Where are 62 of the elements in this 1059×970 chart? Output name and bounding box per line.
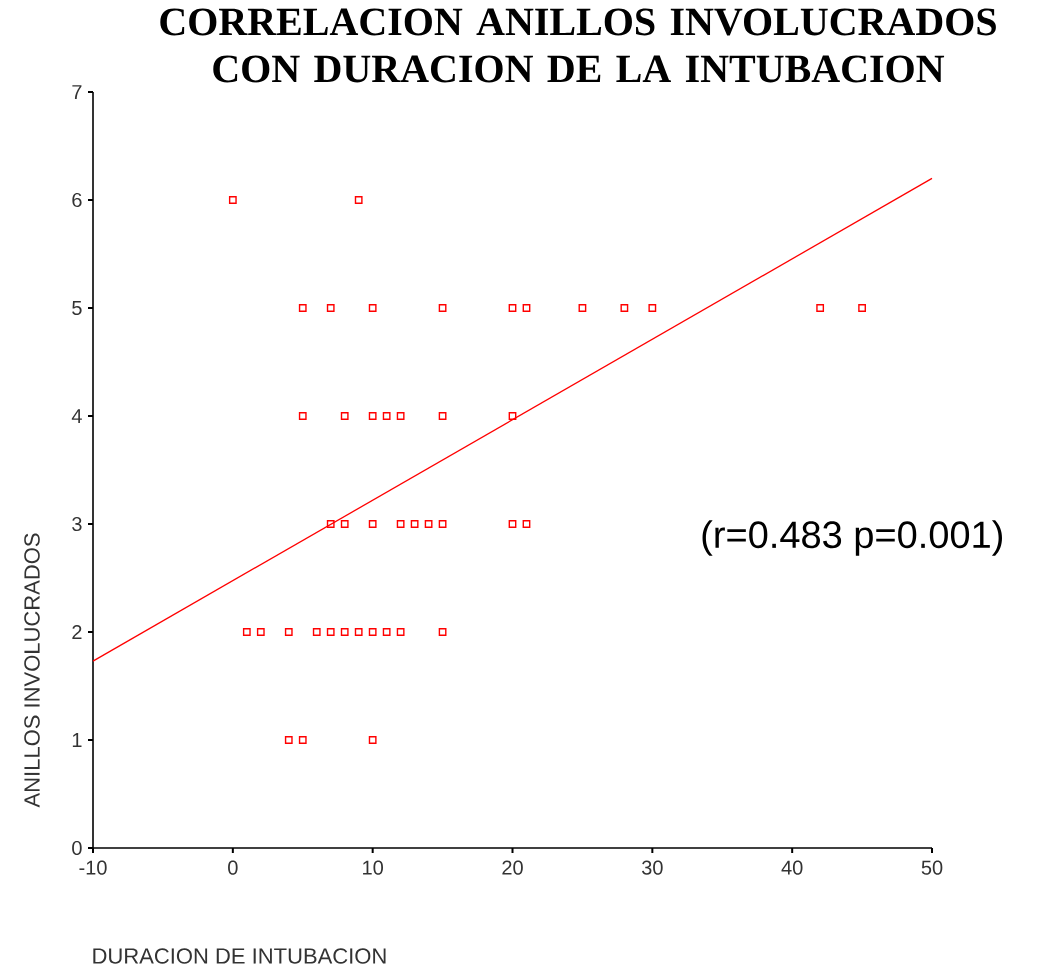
point xyxy=(368,736,377,744)
point xyxy=(396,412,405,420)
point xyxy=(284,736,293,744)
point xyxy=(256,628,265,636)
point xyxy=(438,412,447,420)
point xyxy=(284,628,293,636)
point xyxy=(816,304,825,312)
point xyxy=(242,628,251,636)
point xyxy=(508,520,517,528)
point xyxy=(382,628,391,636)
point xyxy=(396,628,405,636)
x-tick-label: -10 xyxy=(79,860,107,875)
x-tick-label: 10 xyxy=(363,860,384,875)
point xyxy=(438,520,447,528)
point xyxy=(298,412,307,420)
y-tick-label: 7 xyxy=(72,85,82,99)
point xyxy=(368,304,377,312)
point xyxy=(312,628,321,636)
point xyxy=(368,628,377,636)
y-tick-label: 2 xyxy=(72,625,82,639)
point xyxy=(396,520,405,528)
point xyxy=(508,412,517,420)
point xyxy=(522,520,531,528)
y-axis-title: ANILLOS INVOLUCRADOS xyxy=(24,533,40,808)
y-tick-label: 4 xyxy=(71,409,82,423)
y-tick-label: 5 xyxy=(72,301,82,315)
point xyxy=(326,628,335,636)
x-tick-label: 40 xyxy=(781,860,803,875)
y-tick-label: 6 xyxy=(72,192,82,208)
annotation: (r=0.483 p=0.001) xyxy=(702,520,1002,556)
point xyxy=(438,304,447,312)
x-tick-label: 0 xyxy=(228,860,238,875)
point xyxy=(340,628,349,636)
point xyxy=(508,304,517,312)
x-tick-label: 50 xyxy=(921,860,943,875)
point xyxy=(326,520,335,528)
point xyxy=(620,304,629,312)
point xyxy=(438,628,447,636)
x-tick-label: 20 xyxy=(502,860,523,875)
point xyxy=(368,520,377,528)
y-tick-label: 3 xyxy=(72,516,82,532)
point xyxy=(648,304,657,312)
point xyxy=(522,304,531,312)
x-tick-label: 30 xyxy=(641,860,663,875)
point xyxy=(578,304,587,312)
chart-title: CORRELACION ANILLOS INVOLUCRADOS CON DURACION DE LA INTUBACION xyxy=(160,8,996,83)
point xyxy=(340,412,349,420)
y-tick-label: 1 xyxy=(72,733,82,747)
point xyxy=(354,196,363,204)
point xyxy=(354,628,363,636)
point xyxy=(298,304,307,312)
point xyxy=(410,520,419,528)
y-tick-label: 0 xyxy=(72,840,82,856)
point xyxy=(368,412,377,420)
point xyxy=(382,412,391,420)
point xyxy=(326,304,335,312)
point xyxy=(340,520,349,528)
point xyxy=(858,304,866,312)
point xyxy=(298,736,307,744)
x-axis-title: DURACION DE INTUBACION xyxy=(93,948,386,964)
point xyxy=(424,520,433,528)
point xyxy=(228,196,237,204)
